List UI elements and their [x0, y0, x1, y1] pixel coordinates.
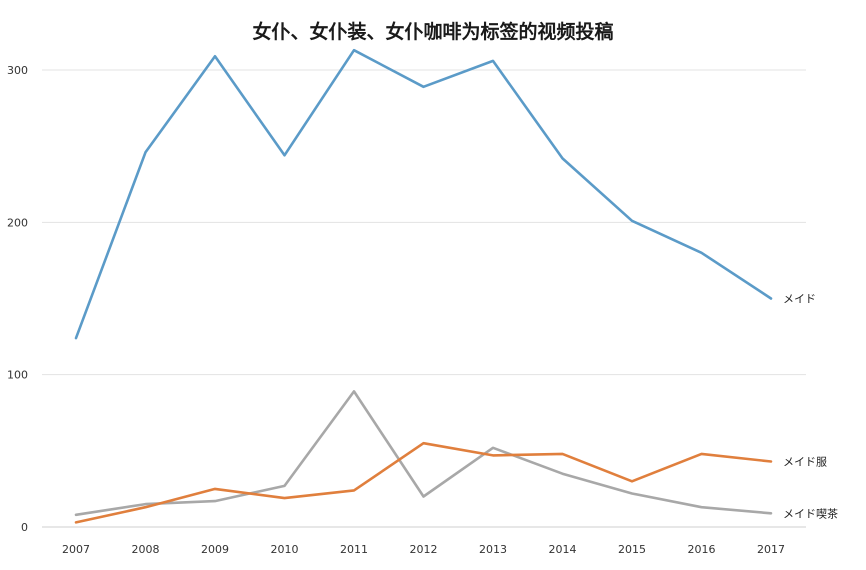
chart-title: 女仆、女仆装、女仆咖啡为标签的视频投稿	[252, 20, 613, 43]
x-tick-label: 2009	[201, 543, 229, 556]
y-tick-label: 300	[7, 64, 28, 77]
series-label-1: メイド服	[783, 455, 827, 468]
series-layer	[74, 48, 773, 524]
x-axis-ticks: 2007 2008 2009 2010 2011 2012 2013 2014 2015 2016…	[62, 543, 785, 556]
x-tick-label: 2015	[618, 543, 646, 556]
y-tick-label: 200	[7, 216, 28, 229]
x-tick-label: 2008	[132, 543, 160, 556]
y-tick-label: 100	[7, 369, 28, 382]
series-label-2: メイド喫茶	[783, 507, 838, 520]
y-axis-ticks: 0 100 200 300	[7, 64, 28, 534]
series-line-1	[74, 441, 773, 524]
x-tick-label: 2014	[549, 543, 577, 556]
series-line-2	[74, 390, 773, 517]
x-tick-label: 2017	[757, 543, 785, 556]
x-tick-label: 2010	[271, 543, 299, 556]
x-tick-label: 2013	[479, 543, 507, 556]
grid-layer	[42, 69, 806, 528]
x-tick-label: 2012	[410, 543, 438, 556]
x-tick-label: 2016	[688, 543, 716, 556]
y-tick-label: 0	[21, 521, 28, 534]
series-line-0	[74, 48, 773, 340]
x-tick-label: 2007	[62, 543, 90, 556]
series-label-0: メイド	[783, 293, 816, 306]
x-tick-label: 2011	[340, 543, 368, 556]
